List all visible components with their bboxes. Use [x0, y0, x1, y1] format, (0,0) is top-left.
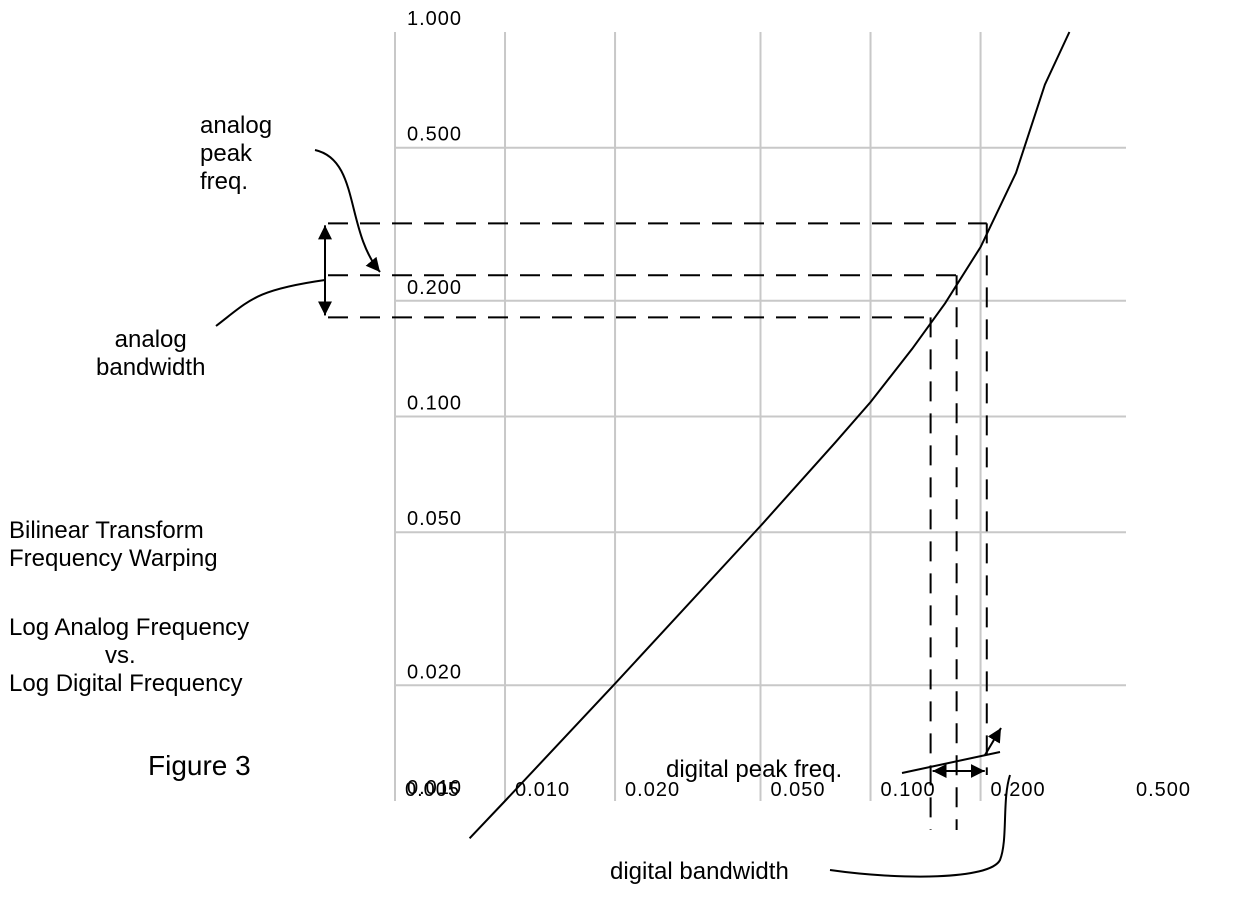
tick-labels: 0.010 0.020 0.050 0.100 0.200 0.500 1.000 0.005… [405, 8, 1191, 801]
analog-peak-line-1: analog [200, 112, 273, 139]
y-tick-label: 0.020 [407, 661, 462, 683]
digital-peak-leader [901, 751, 1001, 774]
x-tick-label: 0.005 [405, 779, 460, 801]
guide-dashes [328, 222, 988, 830]
y-tick-label: 0.500 [407, 124, 462, 146]
chart-title: Bilinear Transform Frequency Warping [9, 517, 218, 573]
digital-peak-callout: digital peak freq. [666, 756, 843, 783]
chart-subtitle-line-3: Log Digital Frequency [9, 670, 243, 697]
digital-bandwidth-leader [829, 774, 1011, 878]
chart-grid [394, 32, 1126, 801]
x-tick-label: 0.200 [991, 779, 1046, 801]
chart-subtitle-line-1: Log Analog Frequency [9, 614, 250, 641]
figure-label: Figure 3 [148, 750, 251, 781]
y-tick-label: 0.100 [407, 393, 462, 415]
x-tick-label: 0.500 [1136, 779, 1191, 801]
analog-peak-line-3: freq. [200, 168, 249, 195]
x-tick-label: 0.050 [771, 779, 826, 801]
analog-bandwidth-callout: analog bandwidth [96, 326, 205, 382]
analog-peak-line-2: peak [200, 140, 253, 167]
analog-bandwidth-line-2: bandwidth [96, 354, 206, 381]
warping-curve [468, 31, 1071, 839]
curve-layer [468, 31, 1071, 839]
analog-peak-callout: analog peak freq. [200, 112, 272, 196]
chart-subtitle: Log Analog Frequency vs. Log Digital Fre… [9, 614, 249, 698]
y-tick-label: 0.010 [407, 777, 462, 799]
y-tick-label: 0.200 [407, 277, 462, 299]
x-tick-label: 0.010 [515, 779, 570, 801]
digital-peak-arrowhead [984, 727, 1002, 756]
analog-bandwidth-leader [215, 279, 326, 327]
annotation-arrows [215, 149, 1011, 878]
x-tick-label: 0.020 [625, 779, 680, 801]
x-tick-label: 0.100 [881, 779, 936, 801]
chart-title-line-1: Bilinear Transform [9, 517, 204, 544]
y-tick-label: 0.050 [407, 508, 462, 530]
y-tick-label: 1.000 [407, 8, 462, 30]
analog-bandwidth-line-1: analog [114, 326, 187, 353]
analog-peak-arrow [314, 149, 381, 273]
digital-bandwidth-callout: digital bandwidth [610, 858, 789, 885]
chart-subtitle-line-2: vs. [105, 642, 136, 669]
chart-title-line-2: Frequency Warping [9, 545, 218, 572]
